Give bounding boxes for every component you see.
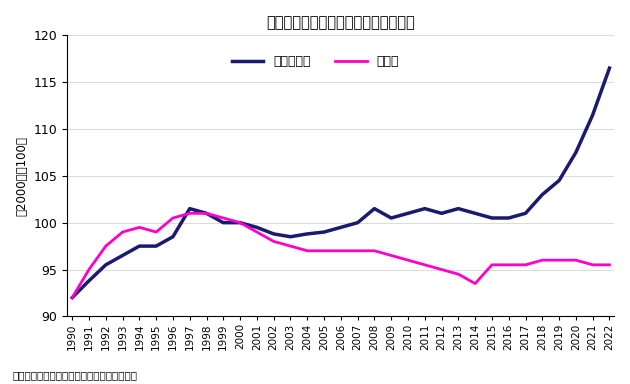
生活必需品 bbox=[471, 211, 479, 216]
生活必需品 bbox=[135, 244, 143, 248]
貿沢品 bbox=[438, 267, 445, 272]
貿沢品 bbox=[455, 272, 462, 276]
貿沢品 bbox=[572, 258, 580, 262]
生活必需品 bbox=[287, 234, 294, 239]
貿沢品 bbox=[522, 263, 529, 267]
貿沢品 bbox=[539, 258, 546, 262]
生活必需品 bbox=[85, 278, 93, 283]
貿沢品 bbox=[203, 211, 210, 216]
貿沢品 bbox=[287, 244, 294, 248]
生活必需品 bbox=[522, 211, 529, 216]
生活必需品 bbox=[387, 216, 395, 220]
生活必需品 bbox=[236, 220, 244, 225]
生活必需品 bbox=[555, 178, 563, 183]
貿沢品 bbox=[589, 263, 597, 267]
Y-axis label: （2000年＝100）: （2000年＝100） bbox=[15, 136, 28, 216]
生活必需品 bbox=[370, 206, 378, 211]
貿沢品 bbox=[135, 225, 143, 230]
生活必需品 bbox=[219, 220, 227, 225]
貿沢品 bbox=[505, 263, 512, 267]
Text: （出所）総務省より第一生命経済研究所作成: （出所）総務省より第一生命経済研究所作成 bbox=[13, 370, 137, 380]
貿沢品 bbox=[102, 244, 110, 248]
貿沢品 bbox=[270, 239, 277, 244]
生活必需品 bbox=[253, 225, 261, 230]
Line: 生活必需品: 生活必需品 bbox=[72, 68, 609, 298]
貿沢品 bbox=[186, 211, 193, 216]
生活必需品 bbox=[320, 230, 328, 234]
生活必需品 bbox=[539, 192, 546, 197]
生活必需品 bbox=[455, 206, 462, 211]
貿沢品 bbox=[471, 281, 479, 286]
生活必需品 bbox=[186, 206, 193, 211]
生活必需品 bbox=[404, 211, 412, 216]
Line: 貿沢品: 貿沢品 bbox=[72, 214, 609, 298]
生活必需品 bbox=[488, 216, 496, 220]
生活必需品 bbox=[152, 244, 160, 248]
貿沢品 bbox=[85, 267, 93, 272]
生活必需品 bbox=[69, 295, 76, 300]
生活必需品 bbox=[505, 216, 512, 220]
生活必需品 bbox=[589, 113, 597, 117]
貿沢品 bbox=[320, 248, 328, 253]
貿沢品 bbox=[488, 263, 496, 267]
生活必需品 bbox=[304, 232, 311, 236]
生活必需品 bbox=[354, 220, 362, 225]
貿沢品 bbox=[605, 263, 613, 267]
貿沢品 bbox=[387, 253, 395, 258]
貿沢品 bbox=[337, 248, 345, 253]
貿沢品 bbox=[169, 216, 176, 220]
貿沢品 bbox=[119, 230, 127, 234]
Title: 生活必需品とぜいたく品の消費者物価: 生活必需品とぜいたく品の消費者物価 bbox=[266, 15, 415, 30]
Legend: 生活必需品, 貿沢品: 生活必需品, 貿沢品 bbox=[227, 50, 404, 73]
貿沢品 bbox=[69, 295, 76, 300]
貿沢品 bbox=[421, 263, 428, 267]
貿沢品 bbox=[219, 216, 227, 220]
生活必需品 bbox=[119, 253, 127, 258]
生活必需品 bbox=[438, 211, 445, 216]
貿沢品 bbox=[555, 258, 563, 262]
生活必需品 bbox=[270, 232, 277, 236]
生活必需品 bbox=[605, 66, 613, 70]
貿沢品 bbox=[370, 248, 378, 253]
生活必需品 bbox=[572, 150, 580, 155]
貿沢品 bbox=[354, 248, 362, 253]
貿沢品 bbox=[404, 258, 412, 262]
貿沢品 bbox=[236, 220, 244, 225]
生活必需品 bbox=[102, 263, 110, 267]
生活必需品 bbox=[169, 234, 176, 239]
生活必需品 bbox=[203, 211, 210, 216]
生活必需品 bbox=[337, 225, 345, 230]
貿沢品 bbox=[152, 230, 160, 234]
貿沢品 bbox=[304, 248, 311, 253]
生活必需品 bbox=[421, 206, 428, 211]
貿沢品 bbox=[253, 230, 261, 234]
